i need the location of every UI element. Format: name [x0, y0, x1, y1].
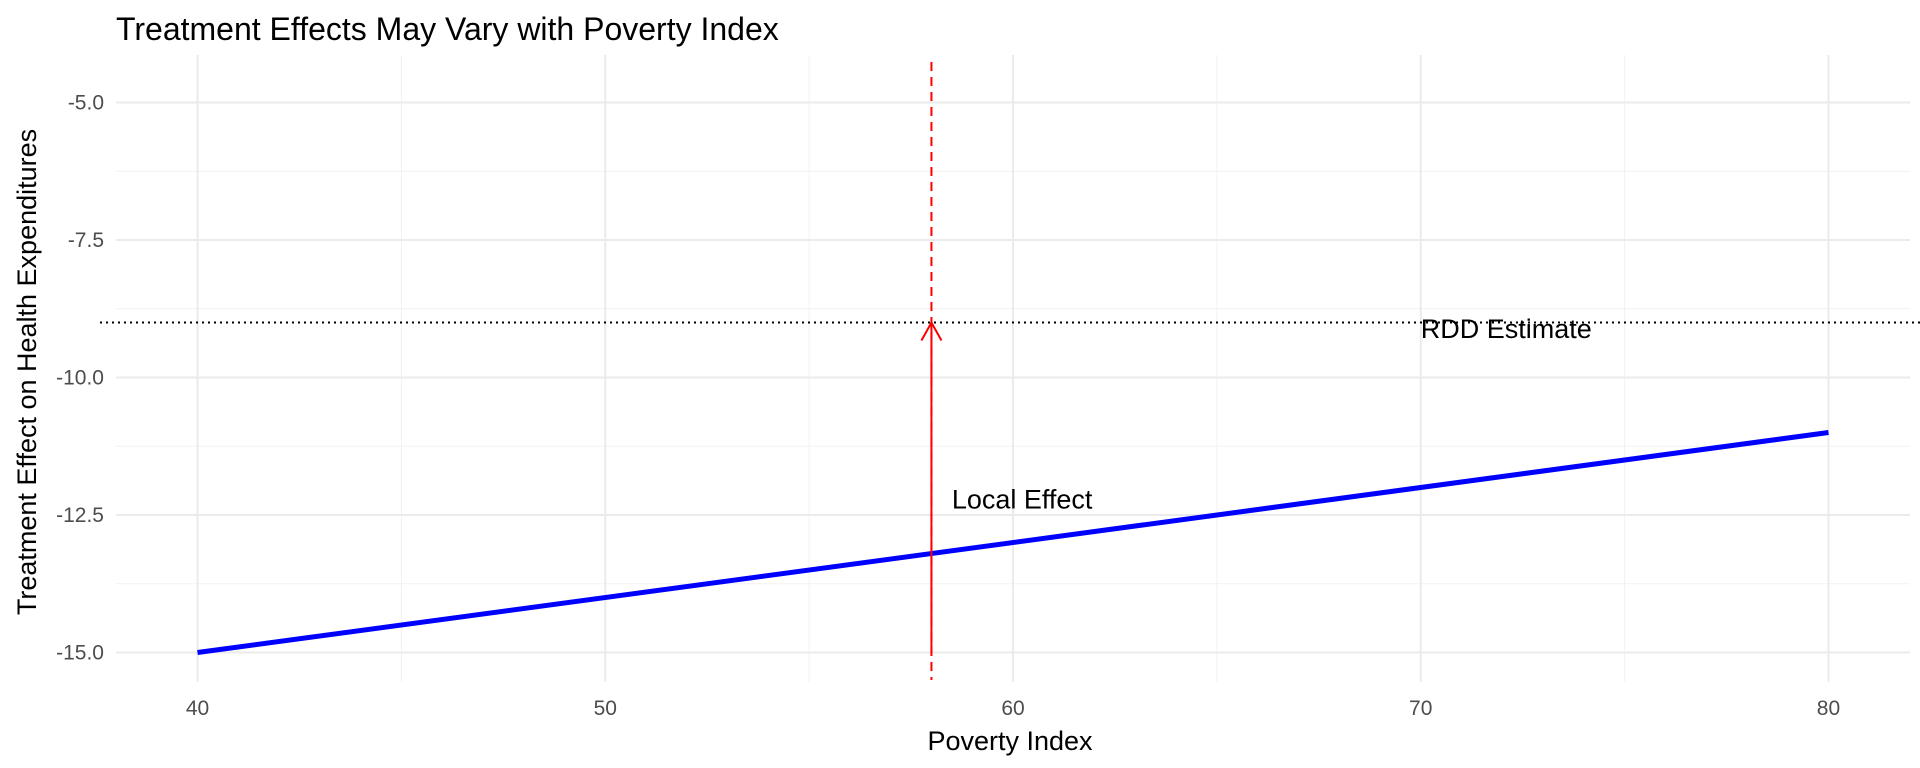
x-tick-label: 80	[1817, 697, 1840, 720]
y-tick-label: -15.0	[56, 642, 104, 665]
x-tick-label: 50	[594, 697, 617, 720]
chart-title: Treatment Effects May Vary with Poverty …	[116, 11, 779, 47]
y-tick-label: -5.0	[68, 92, 104, 115]
x-axis-title: Poverty Index	[927, 726, 1093, 756]
y-tick-label: -12.5	[56, 504, 104, 527]
annotation-label: RDD Estimate	[1421, 314, 1592, 344]
y-axis-title: Treatment Effect on Health Expenditures	[12, 129, 42, 615]
annotations: Local Effect RDD Estimate	[952, 314, 1592, 515]
major-grid	[116, 55, 1910, 682]
x-tick-label: 40	[186, 697, 209, 720]
x-tick-label: 70	[1409, 697, 1432, 720]
series-line	[197, 430, 1829, 655]
series-layer	[197, 430, 1829, 655]
y-tick-label: -10.0	[56, 367, 104, 390]
y-tick-label: -7.5	[68, 229, 104, 252]
arrow-head	[920, 320, 943, 341]
tick-labels: 40 50 60 70 80 -5.0 -7.5 -10.0 -12.5 -15.0	[56, 92, 1840, 721]
arrow-layer	[920, 320, 943, 653]
x-tick-label: 60	[1001, 697, 1024, 720]
annotation-label: Local Effect	[952, 485, 1093, 515]
